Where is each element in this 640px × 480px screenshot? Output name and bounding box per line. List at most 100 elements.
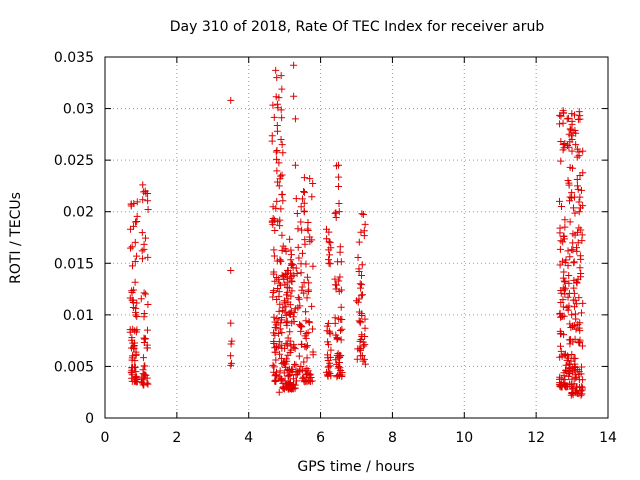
data-point xyxy=(144,206,152,214)
data-point xyxy=(227,319,235,327)
data-point xyxy=(331,281,339,289)
data-point xyxy=(325,259,333,267)
data-point xyxy=(141,234,149,242)
data-point xyxy=(325,368,333,376)
data-point xyxy=(300,188,308,196)
data-point xyxy=(294,243,302,251)
data-point xyxy=(338,325,346,333)
data-point xyxy=(139,181,147,189)
data-point xyxy=(561,258,569,266)
data-point xyxy=(579,169,587,177)
data-point xyxy=(272,204,280,212)
data-point xyxy=(271,318,279,326)
data-point xyxy=(128,262,136,270)
data-point xyxy=(275,279,283,287)
data-point xyxy=(358,272,366,280)
data-point xyxy=(276,175,284,183)
plot-frame xyxy=(104,56,609,419)
data-point xyxy=(269,101,277,109)
data-point xyxy=(128,243,136,251)
data-point xyxy=(568,147,576,155)
data-point xyxy=(291,161,299,169)
data-point xyxy=(133,373,141,381)
data-point xyxy=(140,381,148,389)
data-point xyxy=(568,385,576,393)
data-point xyxy=(280,273,288,281)
data-point xyxy=(270,339,278,347)
data-point xyxy=(556,330,564,338)
data-point xyxy=(360,227,368,235)
data-point xyxy=(127,368,135,376)
y-tick-labels: 0 0.005 0.01 0.015 0.02 0.025 0.03 0.035 xyxy=(54,50,94,427)
data-point xyxy=(557,157,565,165)
data-point xyxy=(304,329,312,337)
data-point xyxy=(133,313,141,321)
data-point xyxy=(575,198,583,206)
data-point xyxy=(281,344,289,352)
data-point xyxy=(578,231,586,239)
data-point xyxy=(559,107,567,115)
x-tick-label: 2 xyxy=(172,430,181,446)
data-point xyxy=(561,284,569,292)
data-point xyxy=(303,273,311,281)
data-point xyxy=(353,355,361,363)
data-point xyxy=(358,310,366,318)
data-point xyxy=(306,371,314,379)
data-point xyxy=(227,361,235,369)
data-point xyxy=(308,236,316,244)
data-point xyxy=(288,287,296,295)
data-point xyxy=(300,378,308,386)
data-point xyxy=(357,284,365,292)
data-point xyxy=(128,288,136,296)
data-point xyxy=(359,210,367,218)
y-tick-label: 0.005 xyxy=(54,359,94,375)
data-point xyxy=(564,176,572,184)
data-point xyxy=(270,313,278,321)
data-point xyxy=(556,111,564,119)
data-point xyxy=(302,308,310,316)
y-axis-label: ROTI / TECUs xyxy=(8,192,24,284)
data-point xyxy=(336,364,344,372)
data-point xyxy=(324,363,332,371)
data-point xyxy=(293,270,301,278)
data-point xyxy=(331,209,339,217)
data-point xyxy=(273,167,281,175)
y-tick-label: 0.03 xyxy=(63,102,94,118)
data-point xyxy=(286,379,294,387)
data-point xyxy=(298,226,306,234)
data-point xyxy=(353,297,361,305)
data-point xyxy=(290,317,298,325)
data-point xyxy=(559,146,567,154)
x-tick-label: 4 xyxy=(244,430,253,446)
data-point xyxy=(271,227,279,235)
data-point xyxy=(131,257,139,265)
data-point xyxy=(579,384,587,392)
data-point xyxy=(579,202,587,210)
data-point xyxy=(132,350,140,358)
data-point xyxy=(556,261,564,269)
data-point xyxy=(302,334,310,342)
data-point xyxy=(332,285,340,293)
data-point xyxy=(270,113,278,121)
data-point xyxy=(309,325,317,333)
data-point xyxy=(287,342,295,350)
chart-title: Day 310 of 2018, Rate Of TEC Index for r… xyxy=(170,19,545,35)
data-point xyxy=(286,328,294,336)
data-point xyxy=(297,203,305,211)
data-point xyxy=(337,326,345,334)
data-point xyxy=(575,208,583,216)
data-point xyxy=(276,216,284,224)
data-point xyxy=(576,264,584,272)
data-point xyxy=(275,307,283,315)
data-point xyxy=(578,342,586,350)
data-point xyxy=(332,214,340,222)
data-point xyxy=(140,240,148,248)
data-point xyxy=(290,271,298,279)
data-point xyxy=(289,260,297,268)
data-point xyxy=(561,382,569,390)
data-point xyxy=(286,310,294,318)
data-point xyxy=(566,218,574,226)
data-point xyxy=(564,293,572,301)
data-point xyxy=(278,329,286,337)
data-point xyxy=(277,354,285,362)
